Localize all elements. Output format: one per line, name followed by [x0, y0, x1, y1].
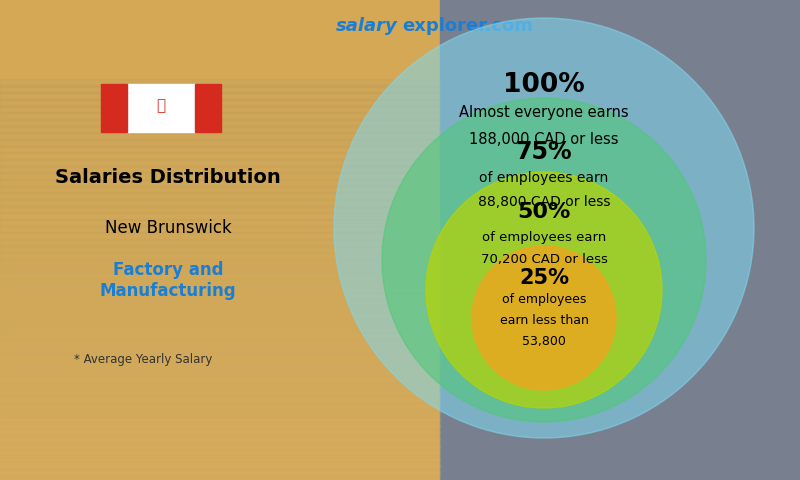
Text: 75%: 75%	[516, 140, 572, 164]
Bar	[0, 305, 440, 313]
Bar	[0, 392, 440, 400]
Bar	[0, 205, 440, 213]
Bar	[0, 272, 440, 280]
Bar	[0, 239, 440, 247]
Bar	[0, 79, 440, 87]
Text: 100%: 100%	[503, 72, 585, 98]
Bar	[0, 132, 440, 140]
Bar	[0, 472, 440, 480]
Text: 25%: 25%	[519, 268, 569, 288]
Bar	[0, 179, 440, 187]
Text: 70,200 CAD or less: 70,200 CAD or less	[481, 253, 607, 266]
Bar	[195, 84, 221, 132]
Text: 50%: 50%	[518, 202, 570, 222]
Bar	[0, 245, 440, 253]
Bar	[0, 385, 440, 393]
Bar	[0, 365, 440, 373]
Circle shape	[426, 172, 662, 408]
Bar	[0, 379, 440, 387]
Bar	[0, 332, 440, 340]
Bar	[0, 125, 440, 133]
Bar	[0, 399, 440, 407]
Bar	[0, 339, 440, 347]
Bar	[0, 352, 440, 360]
Bar	[0, 419, 440, 427]
Text: salary: salary	[336, 17, 398, 35]
Text: of employees: of employees	[502, 293, 586, 307]
Text: earn less than: earn less than	[499, 314, 589, 327]
Circle shape	[382, 98, 706, 422]
Bar	[0, 232, 440, 240]
Text: 🍁: 🍁	[157, 98, 166, 113]
Bar	[0, 345, 440, 353]
Bar	[0, 105, 440, 113]
Bar	[0, 292, 440, 300]
Bar	[0, 279, 440, 287]
Bar	[0, 459, 440, 467]
Circle shape	[334, 18, 754, 438]
Bar	[0, 325, 440, 333]
Bar	[0, 85, 440, 93]
Bar	[0, 465, 440, 473]
Bar	[0, 405, 440, 413]
Bar	[0, 145, 440, 153]
Bar	[0, 259, 440, 267]
Bar	[0, 225, 440, 233]
Text: Factory and
Manufacturing: Factory and Manufacturing	[100, 262, 236, 300]
Text: 188,000 CAD or less: 188,000 CAD or less	[470, 132, 618, 147]
Bar	[0, 319, 440, 327]
Bar	[0, 152, 440, 160]
Bar	[0, 0, 440, 480]
Text: 88,800 CAD or less: 88,800 CAD or less	[478, 195, 610, 209]
Bar	[0, 265, 440, 273]
Text: New Brunswick: New Brunswick	[105, 219, 231, 237]
Bar	[0, 439, 440, 447]
Bar	[0, 159, 440, 167]
Bar	[0, 172, 440, 180]
Bar	[0, 199, 440, 207]
Text: * Average Yearly Salary: * Average Yearly Salary	[74, 353, 212, 367]
Bar	[0, 372, 440, 380]
Bar	[0, 92, 440, 100]
Bar	[0, 165, 440, 173]
Bar	[102, 84, 127, 132]
Bar	[0, 285, 440, 293]
Text: Salaries Distribution: Salaries Distribution	[55, 168, 281, 187]
Bar	[0, 219, 440, 227]
Text: Almost everyone earns: Almost everyone earns	[459, 106, 629, 120]
Bar	[0, 425, 440, 433]
Bar	[0, 99, 440, 107]
Bar	[0, 452, 440, 460]
Text: of employees earn: of employees earn	[479, 171, 609, 185]
Bar	[0, 139, 440, 147]
Bar	[440, 0, 800, 480]
Bar	[0, 112, 440, 120]
Bar	[0, 412, 440, 420]
Bar	[0, 252, 440, 260]
Bar	[0, 119, 440, 127]
Bar	[127, 84, 195, 132]
Text: of employees earn: of employees earn	[482, 230, 606, 243]
Bar	[0, 432, 440, 440]
Text: 53,800: 53,800	[522, 336, 566, 348]
Bar	[0, 299, 440, 307]
Text: explorer.com: explorer.com	[402, 17, 534, 35]
Circle shape	[472, 246, 616, 390]
Bar	[0, 445, 440, 453]
Bar	[0, 359, 440, 367]
Bar	[0, 312, 440, 320]
Bar	[0, 185, 440, 193]
Bar	[0, 192, 440, 200]
Bar	[0, 212, 440, 220]
